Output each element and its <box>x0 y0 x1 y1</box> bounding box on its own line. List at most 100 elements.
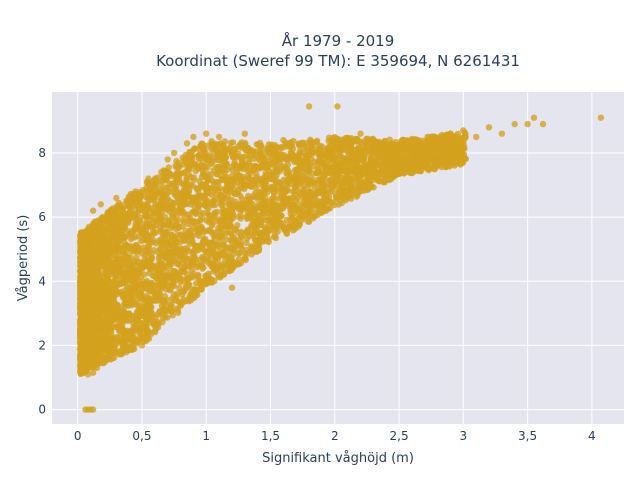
data-point <box>274 165 280 171</box>
data-point <box>221 272 227 278</box>
data-point <box>426 166 432 172</box>
data-point <box>300 182 306 188</box>
data-point <box>324 191 330 197</box>
data-point <box>151 287 157 293</box>
data-point <box>155 249 161 255</box>
data-point <box>107 237 113 243</box>
data-point <box>271 189 277 195</box>
data-point <box>290 146 296 152</box>
data-point <box>250 151 256 157</box>
data-point <box>106 284 112 290</box>
data-point <box>262 170 268 176</box>
data-point <box>312 140 318 146</box>
data-point <box>293 174 299 180</box>
data-point <box>446 144 452 150</box>
data-point <box>305 200 311 206</box>
data-point <box>238 239 244 245</box>
data-point <box>145 247 151 253</box>
data-point <box>253 172 259 178</box>
data-point <box>193 161 199 167</box>
data-point <box>224 188 230 194</box>
data-point <box>121 202 127 208</box>
data-point <box>128 248 134 254</box>
data-point <box>280 189 286 195</box>
data-point <box>358 139 364 145</box>
data-point <box>124 275 130 281</box>
data-point <box>235 175 241 181</box>
data-point <box>194 287 200 293</box>
data-point <box>406 148 412 154</box>
data-point <box>196 193 202 199</box>
data-point <box>208 228 214 234</box>
data-point <box>178 203 184 209</box>
data-point <box>361 154 367 160</box>
data-point <box>218 222 224 228</box>
data-point <box>308 212 314 218</box>
data-point <box>312 194 318 200</box>
data-point <box>196 202 202 208</box>
data-point <box>180 299 186 305</box>
data-point <box>216 264 222 270</box>
data-point <box>270 159 276 165</box>
data-point <box>165 255 171 261</box>
data-point <box>199 265 205 271</box>
data-point <box>242 201 248 207</box>
data-point <box>146 197 152 203</box>
data-point <box>138 296 144 302</box>
data-point <box>132 284 138 290</box>
data-point <box>376 152 382 158</box>
data-point <box>454 134 460 140</box>
data-point <box>112 280 118 286</box>
data-point <box>266 149 272 155</box>
data-point <box>398 153 404 159</box>
data-point <box>214 242 220 248</box>
data-point <box>130 229 136 235</box>
data-point <box>294 224 300 230</box>
data-point <box>102 339 108 345</box>
data-point <box>208 138 214 144</box>
data-point <box>225 262 231 268</box>
data-point <box>103 270 109 276</box>
data-point <box>240 154 246 160</box>
data-point <box>174 218 180 224</box>
data-point <box>256 231 262 237</box>
data-point <box>243 165 249 171</box>
data-point <box>143 211 149 217</box>
data-point <box>186 297 192 303</box>
data-point <box>153 240 159 246</box>
data-point <box>170 312 176 318</box>
data-point <box>333 161 339 167</box>
data-point <box>98 286 104 292</box>
data-point <box>313 200 319 206</box>
data-point <box>298 213 304 219</box>
data-point <box>173 294 179 300</box>
data-point <box>133 301 139 307</box>
data-point <box>254 238 260 244</box>
data-point <box>301 190 307 196</box>
data-point <box>227 204 233 210</box>
data-point <box>174 261 180 267</box>
data-point <box>105 308 111 314</box>
data-point <box>319 160 325 166</box>
data-point <box>341 168 347 174</box>
data-point <box>171 234 177 240</box>
data-point <box>168 199 174 205</box>
data-point <box>130 290 136 296</box>
data-point <box>112 271 118 277</box>
data-point <box>165 283 171 289</box>
data-point <box>373 173 379 179</box>
data-point <box>139 265 145 271</box>
data-point <box>131 334 137 340</box>
data-point <box>186 152 192 158</box>
data-point <box>313 146 319 152</box>
data-point <box>100 238 106 244</box>
data-point <box>277 180 283 186</box>
data-point <box>320 170 326 176</box>
data-point <box>245 229 251 235</box>
data-point <box>424 134 430 140</box>
data-point <box>137 319 143 325</box>
data-point <box>118 280 124 286</box>
data-point <box>238 215 244 221</box>
data-point <box>195 247 201 253</box>
